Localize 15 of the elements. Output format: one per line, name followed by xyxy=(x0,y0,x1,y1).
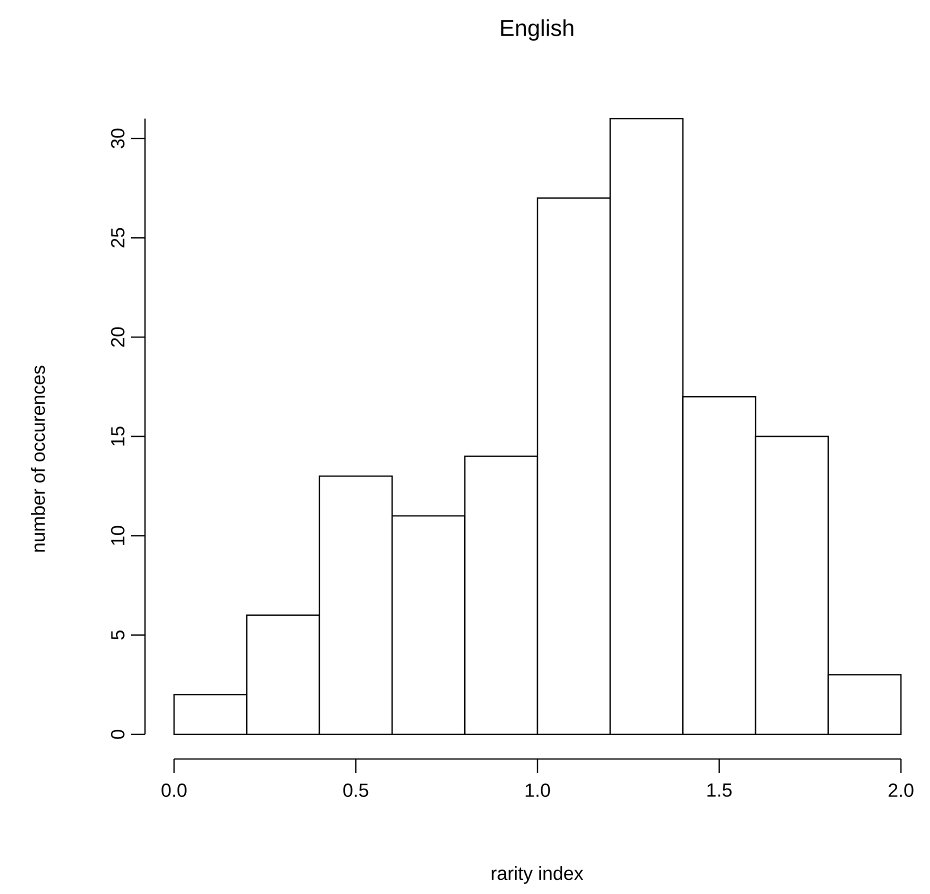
x-tick-label: 0.0 xyxy=(162,784,187,797)
x-tick-label: 1.5 xyxy=(707,784,732,797)
chart-title: English xyxy=(501,19,574,41)
y-axis-title: number of occurences xyxy=(31,366,45,552)
x-axis-title: rarity index xyxy=(492,866,584,884)
y-tick-label: 10 xyxy=(111,526,124,545)
y-tick-label: 5 xyxy=(111,630,124,640)
y-tick-label: 25 xyxy=(111,228,124,248)
y-tick-label: 0 xyxy=(111,730,124,739)
x-tick-label: 1.0 xyxy=(526,784,550,797)
y-tick-label: 30 xyxy=(111,128,124,148)
y-tick-label: 15 xyxy=(111,426,124,446)
y-tick-label: 20 xyxy=(111,327,124,347)
x-tick-label: 0.5 xyxy=(343,784,368,797)
x-tick-label: 2.0 xyxy=(888,784,914,797)
